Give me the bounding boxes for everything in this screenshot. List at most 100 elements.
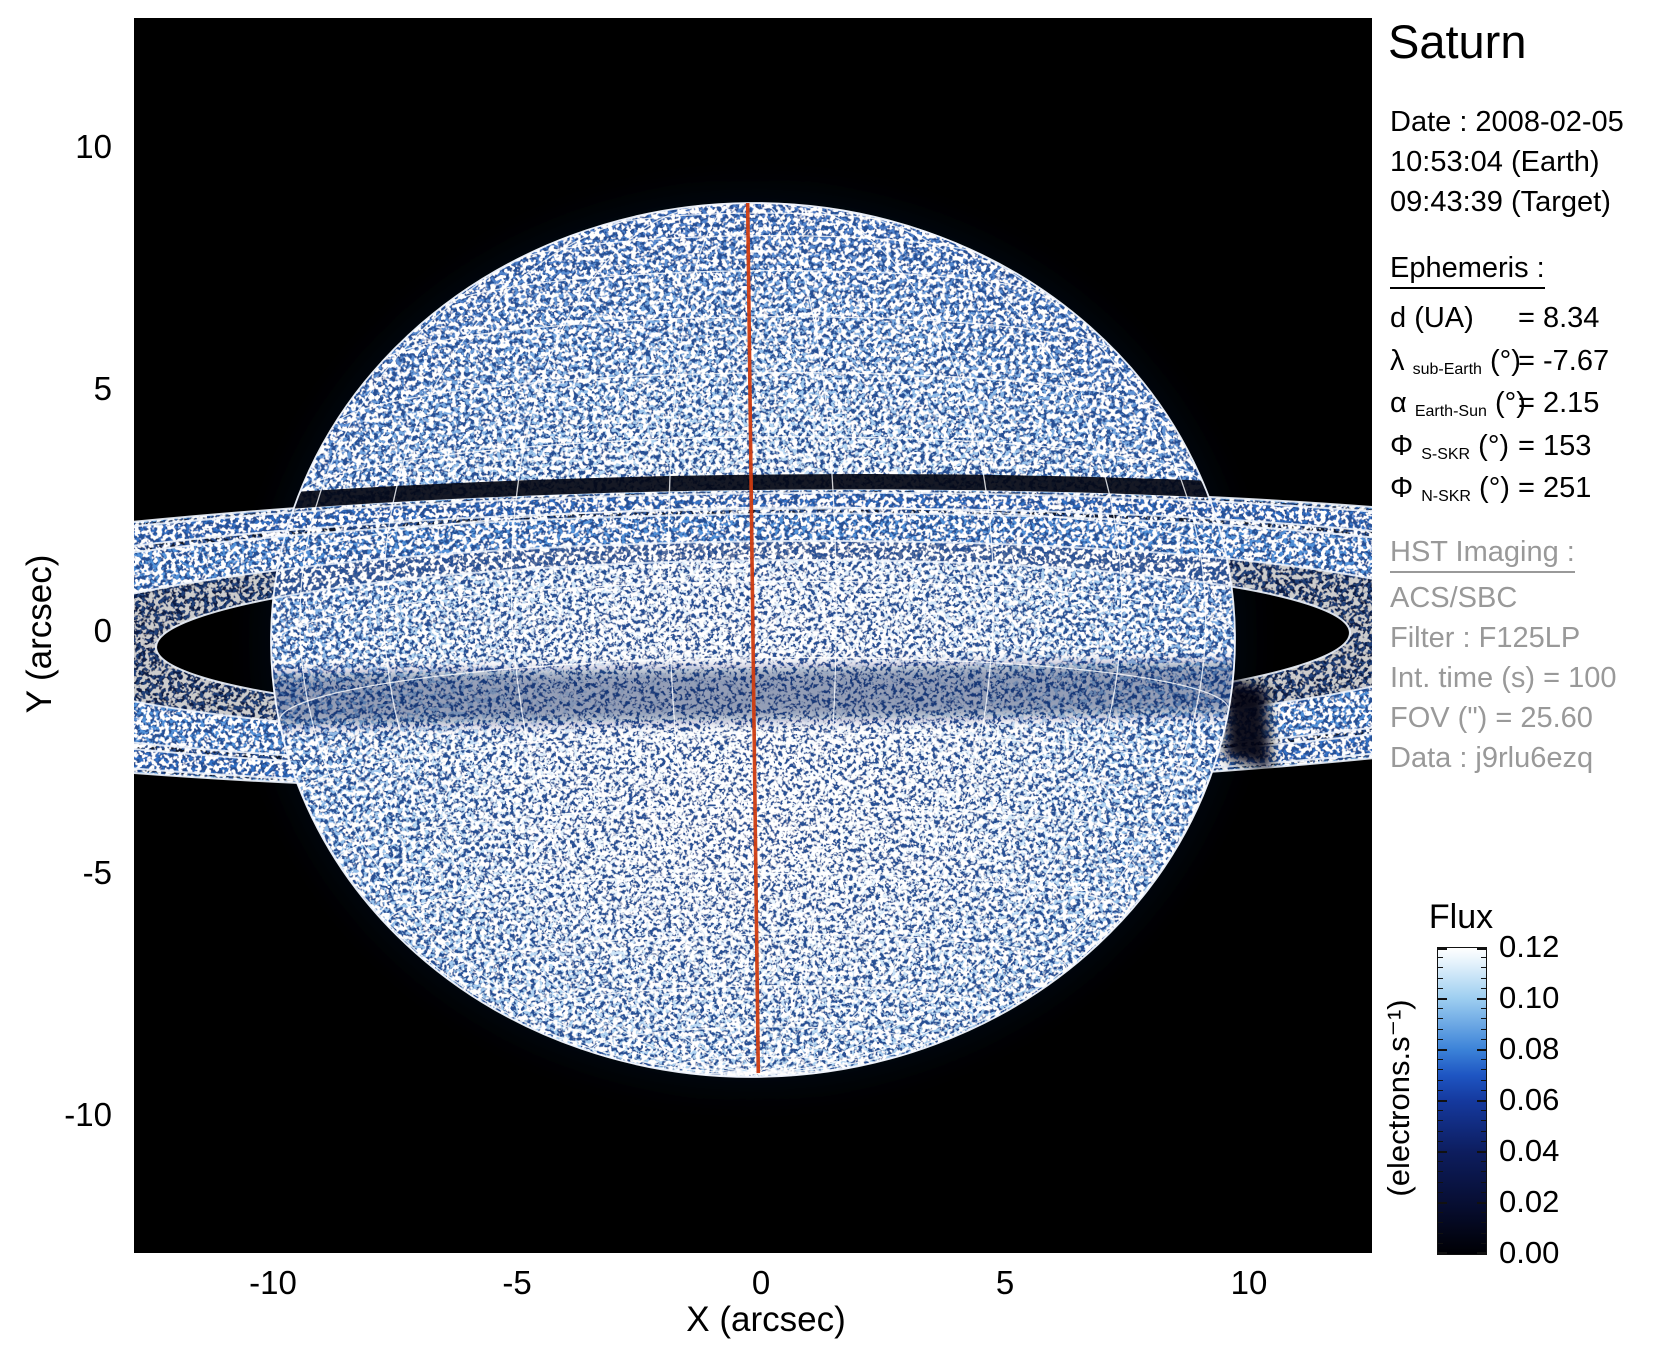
colorbar-minor-tick	[1438, 1069, 1443, 1071]
colorbar-major-tick	[1477, 1049, 1486, 1051]
colorbar-minor-tick	[1438, 1222, 1443, 1224]
colorbar-minor-tick	[1438, 1181, 1443, 1183]
colorbar-major-tick	[1438, 948, 1447, 950]
ephemeris-row-phase-angle: α Earth-Sun (°) = 2.15	[1390, 382, 1670, 425]
date-line: Date : 2008-02-05	[1390, 106, 1624, 138]
hst-imaging-info: ACS/SBC Filter : F125LP Int. time (s) = …	[1390, 578, 1616, 778]
colorbar-minor-tick	[1438, 1242, 1443, 1244]
colorbar-minor-tick	[1481, 1222, 1486, 1224]
colorbar-unit-label: (electrons.s⁻¹)	[1381, 999, 1416, 1197]
colorbar-major-tick	[1477, 1151, 1486, 1153]
colorbar-minor-tick	[1481, 1008, 1486, 1010]
x-axis-label: X (arcsec)	[686, 1300, 846, 1339]
colorbar-minor-tick	[1438, 1059, 1443, 1061]
colorbar-major-tick	[1438, 1151, 1447, 1153]
colorbar-minor-tick	[1438, 967, 1443, 969]
x-tick-label: 0	[751, 1264, 771, 1301]
colorbar-minor-tick	[1481, 1161, 1486, 1163]
colorbar-minor-tick	[1438, 1161, 1443, 1163]
plot-canvas	[134, 18, 1372, 1253]
colorbar-minor-tick	[1438, 1191, 1443, 1193]
colorbar-minor-tick	[1481, 1181, 1486, 1183]
colorbar-minor-tick	[1481, 1140, 1486, 1142]
ephemeris-row-distance: d (UA) = 8.34	[1390, 297, 1670, 340]
colorbar-minor-tick	[1438, 1120, 1443, 1122]
y-tick-label: -10	[64, 1096, 112, 1133]
hst-imaging-heading: HST Imaging :	[1390, 536, 1575, 573]
integration-time-line: Int. time (s) = 100	[1390, 662, 1617, 694]
colorbar-major-tick	[1477, 1202, 1486, 1204]
colorbar-minor-tick	[1481, 1018, 1486, 1020]
central-meridian-line	[745, 203, 761, 1074]
x-tick-label: 10	[1230, 1264, 1268, 1301]
ephemeris-value: = -7.67	[1518, 344, 1610, 377]
colorbar-minor-tick	[1438, 1089, 1443, 1091]
colorbar-tick-label: 0.12	[1499, 929, 1560, 964]
ephemeris-table: d (UA) = 8.34 λ sub-Earth (°) = -7.67 α …	[1390, 297, 1670, 510]
colorbar-minor-tick	[1438, 1008, 1443, 1010]
y-tick-label: 10	[75, 128, 112, 165]
ephemeris-heading: Ephemeris :	[1390, 252, 1545, 289]
colorbar-minor-tick	[1481, 1059, 1486, 1061]
colorbar-minor-tick	[1481, 1130, 1486, 1132]
ephemeris-value: = 2.15	[1518, 387, 1600, 419]
colorbar-minor-tick	[1438, 1028, 1443, 1030]
colorbar-minor-tick	[1481, 967, 1486, 969]
colorbar-major-tick	[1477, 998, 1486, 1000]
target-time-line: 09:43:39 (Target)	[1390, 186, 1611, 218]
colorbar-minor-tick	[1481, 957, 1486, 959]
instrument-line: ACS/SBC	[1390, 582, 1518, 614]
fov-line: FOV (") = 25.60	[1390, 702, 1593, 734]
colorbar-minor-tick	[1481, 1191, 1486, 1193]
colorbar-minor-tick	[1481, 1038, 1486, 1040]
colorbar-minor-tick	[1481, 1028, 1486, 1030]
colorbar-minor-tick	[1481, 1110, 1486, 1112]
colorbar-minor-tick	[1438, 1130, 1443, 1132]
filter-line: Filter : F125LP	[1390, 622, 1581, 654]
colorbar-minor-tick	[1481, 1120, 1486, 1122]
colorbar-minor-tick	[1438, 1232, 1443, 1234]
ephemeris-row-s-skr: Φ S-SKR (°) = 153	[1390, 425, 1670, 468]
colorbar-minor-tick	[1481, 1069, 1486, 1071]
colorbar-minor-tick	[1481, 1242, 1486, 1244]
y-tick-label: 0	[93, 612, 112, 649]
dataset-line: Data : j9rlu6ezq	[1390, 742, 1594, 774]
colorbar-minor-tick	[1438, 1038, 1443, 1040]
colorbar-major-tick	[1438, 1202, 1447, 1204]
colorbar-minor-tick	[1438, 1212, 1443, 1214]
colorbar-minor-tick	[1481, 977, 1486, 979]
ephemeris-row-n-skr: Φ N-SKR (°) = 251	[1390, 467, 1670, 510]
ephemeris-value: = 8.34	[1518, 302, 1600, 334]
colorbar-major-tick	[1438, 998, 1447, 1000]
colorbar-major-tick	[1438, 1252, 1447, 1254]
y-tick-label: 5	[93, 370, 112, 407]
colorbar-tick-label: 0.00	[1499, 1235, 1560, 1270]
colorbar-minor-tick	[1438, 987, 1443, 989]
colorbar-minor-tick	[1481, 1232, 1486, 1234]
ephemeris-value: = 251	[1518, 472, 1592, 504]
ephemeris-row-sub-earth-lat: λ sub-Earth (°) = -7.67	[1390, 340, 1670, 383]
colorbar-major-tick	[1477, 1100, 1486, 1102]
colorbar-minor-tick	[1481, 1212, 1486, 1214]
colorbar-tick-label: 0.08	[1499, 1031, 1560, 1066]
colorbar-title: Flux	[1428, 898, 1494, 936]
colorbar-tick-label: 0.10	[1499, 980, 1560, 1015]
colorbar-major-tick	[1477, 948, 1486, 950]
colorbar-major-tick	[1438, 1100, 1447, 1102]
colorbar-minor-tick	[1481, 987, 1486, 989]
colorbar-minor-tick	[1481, 1079, 1486, 1081]
y-tick-label: -5	[82, 854, 112, 891]
colorbar-minor-tick	[1438, 1140, 1443, 1142]
colorbar-minor-tick	[1438, 1110, 1443, 1112]
colorbar-major-tick	[1438, 1049, 1447, 1051]
colorbar-minor-tick	[1438, 1171, 1443, 1173]
colorbar-minor-tick	[1438, 957, 1443, 959]
x-tick-label: 5	[995, 1264, 1015, 1301]
colorbar-tick-label: 0.06	[1499, 1082, 1560, 1117]
colorbar-minor-tick	[1438, 1018, 1443, 1020]
ephemeris-value: = 153	[1518, 429, 1592, 462]
colorbar-minor-tick	[1481, 1171, 1486, 1173]
y-axis-label: Y (arcsec)	[20, 554, 59, 714]
colorbar-gradient	[1437, 947, 1487, 1255]
